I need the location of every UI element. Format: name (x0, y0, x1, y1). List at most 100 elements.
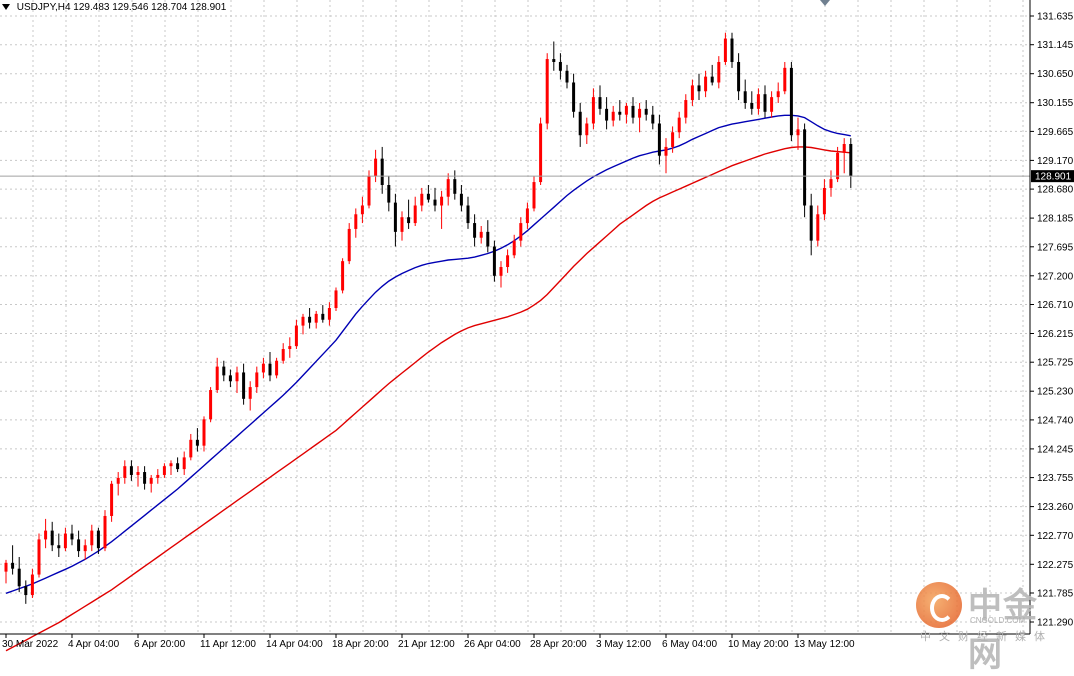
candle (618, 100, 622, 121)
price-chart[interactable]: 131.635 131.145 130.650 130.155 129.665 129.1… (0, 0, 1074, 652)
candle-body (4, 562, 8, 572)
candle-body (367, 176, 371, 206)
candle (176, 457, 180, 473)
candle-body (776, 91, 780, 98)
candle (50, 521, 54, 552)
candle (539, 117, 543, 186)
candle-body (57, 545, 61, 549)
candle (380, 146, 384, 194)
x-tick-label: 28 Apr 20:00 (530, 639, 587, 650)
candle-body (657, 123, 661, 156)
current-price-label: 128.901 (1031, 170, 1074, 183)
candle-body (730, 38, 734, 62)
y-tick-label: 128.680 (1037, 185, 1074, 196)
ma-fast-line (5, 114, 851, 594)
candle (492, 240, 496, 282)
candle (684, 94, 688, 124)
candle-body (492, 246, 496, 276)
candle-body (116, 477, 120, 484)
candle (756, 88, 760, 115)
ohlc-open: 129.483 (73, 2, 110, 13)
candle-body (638, 108, 642, 118)
candle-body (723, 38, 727, 62)
candle (796, 117, 800, 150)
candle (288, 337, 292, 358)
candle (558, 53, 562, 80)
current-price-text: 128.901 (1035, 172, 1072, 183)
candle-body (558, 61, 562, 71)
candle-body (77, 539, 81, 552)
candle (413, 196, 417, 227)
price-axis[interactable]: 131.635 131.145 130.650 130.155 129.665 129.1… (1030, 12, 1074, 629)
ohlc-close: 128.901 (190, 2, 227, 13)
candle (598, 85, 602, 115)
candle (572, 73, 576, 118)
candle-body (110, 483, 114, 516)
candle-body (710, 76, 714, 83)
candle-body (618, 111, 622, 115)
candle-body (572, 82, 576, 112)
candle-body (176, 463, 180, 470)
candle (209, 387, 213, 423)
candle (308, 308, 312, 329)
candle-body (664, 146, 668, 156)
candle-body (684, 100, 688, 118)
candle (321, 305, 325, 323)
candle (136, 466, 140, 487)
candle (750, 91, 754, 115)
candle (664, 138, 668, 174)
y-tick-label: 124.245 (1037, 444, 1074, 455)
candle (677, 111, 681, 139)
candle (235, 366, 239, 393)
candle-body (849, 143, 853, 177)
candle-body (473, 223, 477, 238)
candle-body (585, 123, 589, 136)
y-tick-label: 122.770 (1037, 531, 1074, 542)
candle (354, 208, 358, 238)
candle (466, 196, 470, 229)
candle-body (433, 199, 437, 206)
candle-body (30, 574, 34, 596)
candle (215, 357, 219, 393)
candle-body (182, 457, 186, 470)
candle-body (809, 205, 813, 241)
candle (717, 56, 721, 89)
candle (275, 357, 279, 379)
candle-body (281, 349, 285, 361)
candle-body (341, 261, 345, 291)
time-axis[interactable]: 30 Mar 2022 4 Apr 04:00 6 Apr 20:00 11 Apr … (2, 634, 855, 650)
candle (387, 176, 391, 212)
x-tick-label: 4 Apr 04:00 (68, 639, 120, 650)
candle (525, 202, 529, 229)
candle (189, 433, 193, 461)
candle (585, 117, 589, 144)
candle (624, 102, 628, 124)
candle-body (545, 59, 549, 124)
candle (143, 466, 147, 490)
candle (90, 524, 94, 552)
dropdown-triangle-icon[interactable] (2, 4, 10, 11)
candle (499, 261, 503, 288)
candle (644, 100, 648, 121)
candle (816, 205, 820, 247)
candle-body (360, 205, 364, 215)
candle (671, 126, 675, 153)
y-tick-label: 128.185 (1037, 214, 1074, 225)
candle (809, 193, 813, 256)
candle-body (136, 472, 140, 475)
candle (4, 559, 8, 584)
candle-body (228, 375, 232, 382)
candle (103, 510, 107, 552)
candle (638, 102, 642, 133)
candle-body (407, 217, 411, 224)
candle (110, 480, 114, 522)
candle (11, 545, 15, 575)
candle (360, 196, 364, 224)
candle-body (803, 129, 807, 206)
chart-shift-marker-icon[interactable] (820, 0, 830, 6)
candle-body (512, 240, 516, 256)
candle-body (631, 105, 635, 118)
candle-body (644, 108, 648, 115)
candle-body (268, 363, 272, 376)
candle (770, 91, 774, 118)
